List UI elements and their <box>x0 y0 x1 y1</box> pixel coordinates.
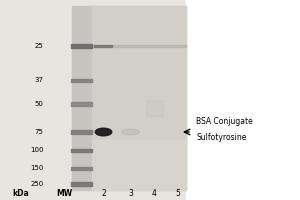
Text: 150: 150 <box>30 165 43 171</box>
Bar <box>92 140 186 190</box>
Ellipse shape <box>95 128 112 136</box>
Text: 37: 37 <box>34 77 43 83</box>
Text: MW: MW <box>56 188 73 198</box>
Bar <box>72 6 186 190</box>
Text: 3: 3 <box>128 188 133 198</box>
Text: 5: 5 <box>175 188 180 198</box>
Bar <box>70 102 92 106</box>
Text: 100: 100 <box>30 147 43 153</box>
Bar <box>70 44 92 48</box>
Bar <box>70 182 92 186</box>
Ellipse shape <box>122 129 140 135</box>
Text: 25: 25 <box>35 43 44 49</box>
Text: Sulfotyrosine: Sulfotyrosine <box>196 134 247 142</box>
Bar <box>92 6 186 190</box>
Text: 250: 250 <box>30 181 44 187</box>
Bar <box>70 166 92 170</box>
Bar <box>94 45 112 47</box>
Bar <box>70 148 92 152</box>
Text: kDa: kDa <box>13 188 29 198</box>
Bar <box>186 0 300 200</box>
Text: 50: 50 <box>34 101 43 107</box>
Text: BSA Conjugate: BSA Conjugate <box>196 117 253 127</box>
Bar <box>146 100 164 116</box>
Bar <box>70 130 92 134</box>
Text: 2: 2 <box>101 188 106 198</box>
Bar <box>70 78 92 82</box>
Text: 4: 4 <box>152 188 157 198</box>
Text: 75: 75 <box>34 129 43 135</box>
Bar <box>70 45 186 47</box>
